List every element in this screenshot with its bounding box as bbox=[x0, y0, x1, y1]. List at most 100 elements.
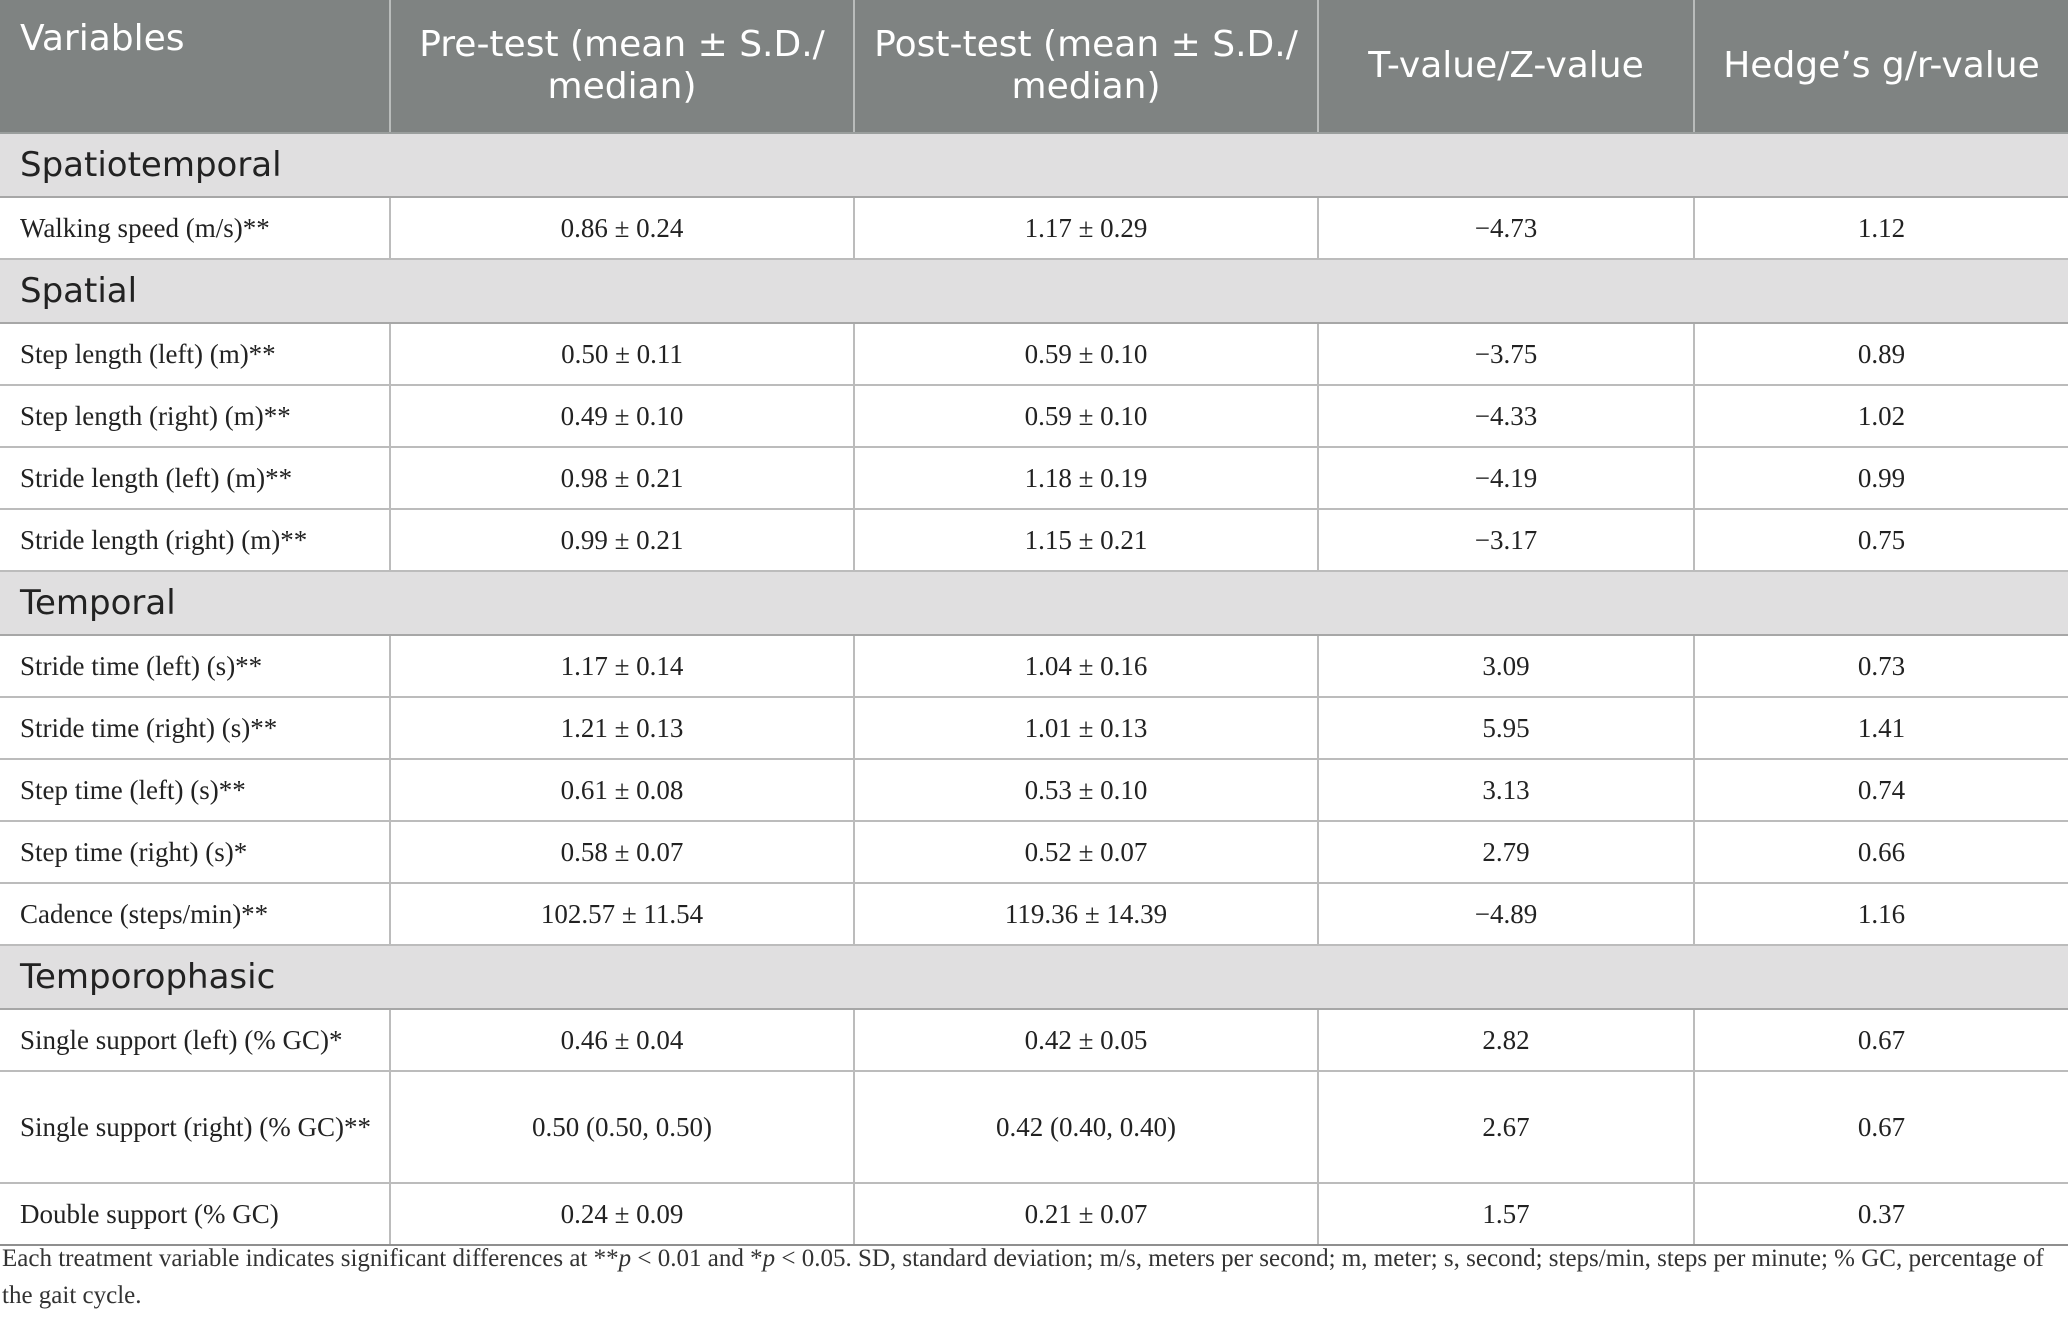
cell-variable: Stride length (right) (m)** bbox=[0, 509, 391, 572]
cell-g: 0.99 bbox=[1694, 447, 2068, 510]
cell-t: −4.19 bbox=[1318, 447, 1695, 510]
table-row: Step length (left) (m)** 0.50 ± 0.11 0.5… bbox=[0, 323, 2068, 386]
footnote-p-symbol: p bbox=[762, 1245, 776, 1272]
cell-g: 1.16 bbox=[1694, 883, 2068, 946]
cell-post: 1.15 ± 0.21 bbox=[854, 509, 1319, 572]
cell-variable: Cadence (steps/min)** bbox=[0, 883, 391, 946]
table-footnote: Each treatment variable indicates signif… bbox=[2, 1240, 2052, 1314]
cell-t: 3.13 bbox=[1318, 759, 1695, 822]
cell-pre: 102.57 ± 11.54 bbox=[390, 883, 855, 946]
cell-g: 0.75 bbox=[1694, 509, 2068, 572]
footnote-text-3: < 0.05. SD, standard deviation; m/s, met… bbox=[2, 1245, 2044, 1309]
cell-g: 0.73 bbox=[1694, 635, 2068, 698]
header-t-value: T-value/Z-value bbox=[1318, 0, 1695, 134]
table-row: Stride time (right) (s)** 1.21 ± 0.13 1.… bbox=[0, 697, 2068, 760]
cell-variable: Step length (right) (m)** bbox=[0, 385, 391, 448]
cell-pre: 0.50 ± 0.11 bbox=[390, 323, 855, 386]
cell-variable: Double support (% GC) bbox=[0, 1183, 391, 1246]
cell-g: 0.37 bbox=[1694, 1183, 2068, 1246]
footnote-p-symbol: p bbox=[618, 1245, 632, 1272]
cell-variable: Stride time (left) (s)** bbox=[0, 635, 391, 698]
cell-g: 0.66 bbox=[1694, 821, 2068, 884]
cell-t: −4.33 bbox=[1318, 385, 1695, 448]
cell-post: 0.53 ± 0.10 bbox=[854, 759, 1319, 822]
section-row: Temporophasic bbox=[0, 945, 2068, 1010]
table-row: Single support (left) (% GC)* 0.46 ± 0.0… bbox=[0, 1009, 2068, 1072]
footnote-text-2: < 0.01 and * bbox=[631, 1245, 763, 1272]
cell-t: −3.17 bbox=[1318, 509, 1695, 572]
table-row: Cadence (steps/min)** 102.57 ± 11.54 119… bbox=[0, 883, 2068, 946]
cell-variable: Step time (right) (s)* bbox=[0, 821, 391, 884]
cell-post: 0.59 ± 0.10 bbox=[854, 385, 1319, 448]
cell-post: 0.42 ± 0.05 bbox=[854, 1009, 1319, 1072]
cell-post: 0.42 (0.40, 0.40) bbox=[854, 1071, 1319, 1184]
cell-variable: Step time (left) (s)** bbox=[0, 759, 391, 822]
cell-g: 0.74 bbox=[1694, 759, 2068, 822]
results-table: Variables Pre-test (mean ± S.D./ median)… bbox=[0, 0, 2068, 1246]
footnote-text-1: Each treatment variable indicates signif… bbox=[2, 1245, 619, 1272]
cell-variable: Step length (left) (m)** bbox=[0, 323, 391, 386]
section-title-temporophasic: Temporophasic bbox=[0, 945, 2068, 1010]
table-row: Stride length (right) (m)** 0.99 ± 0.21 … bbox=[0, 509, 2068, 572]
section-title-spatial: Spatial bbox=[0, 259, 2068, 324]
table-row: Single support (right) (% GC)** 0.50 (0.… bbox=[0, 1071, 2068, 1184]
cell-t: 1.57 bbox=[1318, 1183, 1695, 1246]
cell-variable: Single support (left) (% GC)* bbox=[0, 1009, 391, 1072]
cell-g: 0.89 bbox=[1694, 323, 2068, 386]
cell-variable: Walking speed (m/s)** bbox=[0, 197, 391, 260]
section-row: Temporal bbox=[0, 571, 2068, 636]
cell-t: 2.82 bbox=[1318, 1009, 1695, 1072]
section-title-spatiotemporal: Spatiotemporal bbox=[0, 133, 2068, 198]
cell-post: 0.52 ± 0.07 bbox=[854, 821, 1319, 884]
cell-t: 2.79 bbox=[1318, 821, 1695, 884]
cell-pre: 0.24 ± 0.09 bbox=[390, 1183, 855, 1246]
table-body: Spatiotemporal Walking speed (m/s)** 0.8… bbox=[0, 133, 2068, 1246]
cell-variable: Stride time (right) (s)** bbox=[0, 697, 391, 760]
cell-pre: 1.17 ± 0.14 bbox=[390, 635, 855, 698]
cell-pre: 1.21 ± 0.13 bbox=[390, 697, 855, 760]
table-row: Double support (% GC) 0.24 ± 0.09 0.21 ±… bbox=[0, 1183, 2068, 1246]
cell-post: 0.59 ± 0.10 bbox=[854, 323, 1319, 386]
table-row: Walking speed (m/s)** 0.86 ± 0.24 1.17 ±… bbox=[0, 197, 2068, 260]
cell-pre: 0.58 ± 0.07 bbox=[390, 821, 855, 884]
cell-pre: 0.46 ± 0.04 bbox=[390, 1009, 855, 1072]
section-row: Spatiotemporal bbox=[0, 133, 2068, 198]
header-effect-size: Hedge’s g/r-value bbox=[1694, 0, 2068, 134]
table-header: Variables Pre-test (mean ± S.D./ median)… bbox=[0, 0, 2068, 134]
cell-post: 1.18 ± 0.19 bbox=[854, 447, 1319, 510]
cell-pre: 0.86 ± 0.24 bbox=[390, 197, 855, 260]
header-variables: Variables bbox=[0, 0, 391, 134]
cell-g: 1.12 bbox=[1694, 197, 2068, 260]
cell-pre: 0.99 ± 0.21 bbox=[390, 509, 855, 572]
cell-post: 1.17 ± 0.29 bbox=[854, 197, 1319, 260]
cell-t: 2.67 bbox=[1318, 1071, 1695, 1184]
cell-pre: 0.50 (0.50, 0.50) bbox=[390, 1071, 855, 1184]
cell-post: 119.36 ± 14.39 bbox=[854, 883, 1319, 946]
cell-g: 1.02 bbox=[1694, 385, 2068, 448]
table-row: Step time (right) (s)* 0.58 ± 0.07 0.52 … bbox=[0, 821, 2068, 884]
cell-t: −3.75 bbox=[1318, 323, 1695, 386]
table-row: Stride time (left) (s)** 1.17 ± 0.14 1.0… bbox=[0, 635, 2068, 698]
cell-variable: Stride length (left) (m)** bbox=[0, 447, 391, 510]
table-row: Step length (right) (m)** 0.49 ± 0.10 0.… bbox=[0, 385, 2068, 448]
cell-pre: 0.61 ± 0.08 bbox=[390, 759, 855, 822]
cell-t: −4.73 bbox=[1318, 197, 1695, 260]
cell-g: 1.41 bbox=[1694, 697, 2068, 760]
cell-variable: Single support (right) (% GC)** bbox=[0, 1071, 391, 1184]
cell-t: 3.09 bbox=[1318, 635, 1695, 698]
cell-t: −4.89 bbox=[1318, 883, 1695, 946]
section-title-temporal: Temporal bbox=[0, 571, 2068, 636]
header-pre-test: Pre-test (mean ± S.D./ median) bbox=[390, 0, 855, 134]
header-row: Variables Pre-test (mean ± S.D./ median)… bbox=[0, 0, 2068, 134]
cell-t: 5.95 bbox=[1318, 697, 1695, 760]
cell-post: 1.04 ± 0.16 bbox=[854, 635, 1319, 698]
table-row: Step time (left) (s)** 0.61 ± 0.08 0.53 … bbox=[0, 759, 2068, 822]
cell-post: 0.21 ± 0.07 bbox=[854, 1183, 1319, 1246]
cell-pre: 0.49 ± 0.10 bbox=[390, 385, 855, 448]
cell-g: 0.67 bbox=[1694, 1071, 2068, 1184]
cell-post: 1.01 ± 0.13 bbox=[854, 697, 1319, 760]
header-post-test: Post-test (mean ± S.D./ median) bbox=[854, 0, 1319, 134]
table-row: Stride length (left) (m)** 0.98 ± 0.21 1… bbox=[0, 447, 2068, 510]
cell-pre: 0.98 ± 0.21 bbox=[390, 447, 855, 510]
cell-g: 0.67 bbox=[1694, 1009, 2068, 1072]
